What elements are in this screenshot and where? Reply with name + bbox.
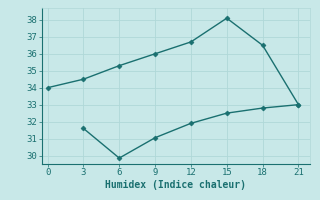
X-axis label: Humidex (Indice chaleur): Humidex (Indice chaleur) [106, 180, 246, 190]
